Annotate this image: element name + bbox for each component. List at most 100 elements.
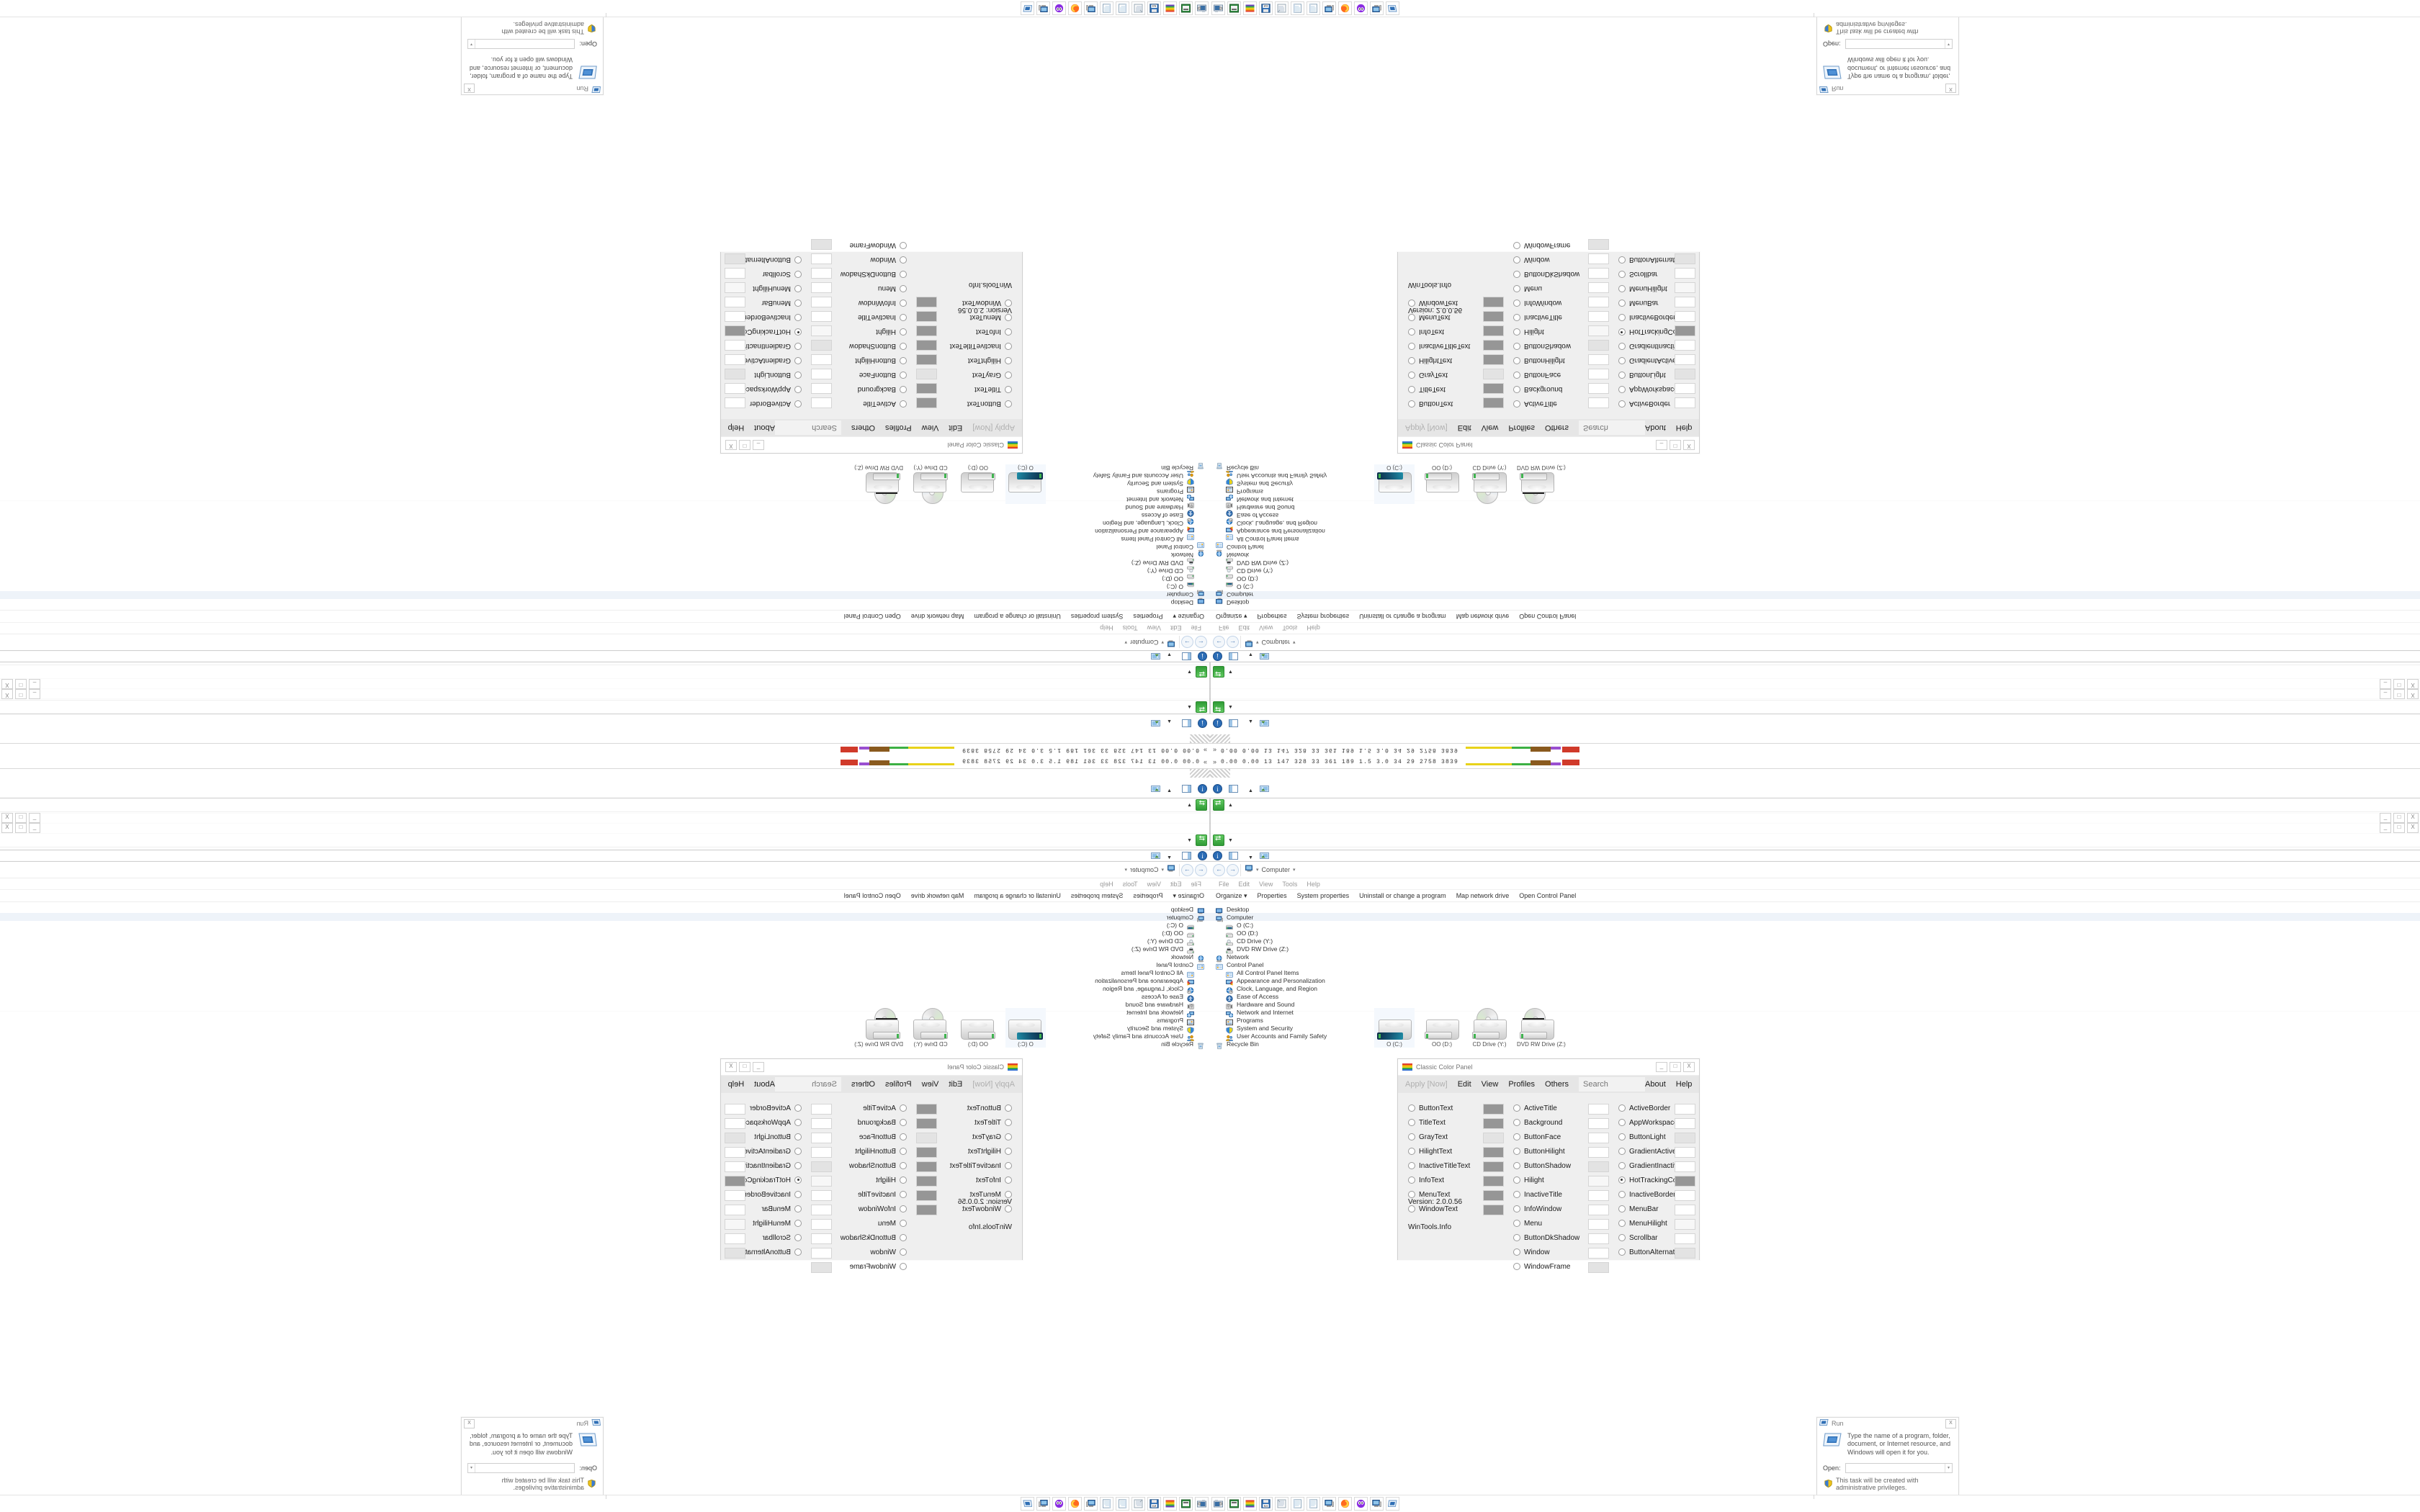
color-option-row[interactable]: ButtonText xyxy=(967,399,1012,409)
color-radio[interactable] xyxy=(1513,1104,1520,1112)
color-swatch[interactable] xyxy=(1675,1189,1695,1201)
desktop-icon[interactable]: OO (D:) xyxy=(958,1008,998,1048)
layout-panel-icon[interactable] xyxy=(1229,851,1238,864)
desktop-icon[interactable]: DVDDVD RW Drive (Z:) xyxy=(854,1008,903,1048)
color-radio[interactable] xyxy=(794,1234,802,1241)
color-radio[interactable] xyxy=(1513,343,1520,350)
image-icon[interactable] xyxy=(1259,851,1269,864)
cmd-open-control-panel[interactable]: Open Control Panel xyxy=(843,613,901,620)
taskbar-monitor2-icon[interactable] xyxy=(1370,1,1384,15)
explorer-menubar[interactable]: File Edit View Tools Help xyxy=(1210,622,2420,634)
apply-now-button[interactable]: Apply [Now] xyxy=(1405,1080,1448,1089)
color-swatch[interactable] xyxy=(1483,297,1504,308)
tree-item[interactable]: DVD RW Drive (Z:) xyxy=(1210,945,2420,953)
mini-window-bottom[interactable]: ▼ xyxy=(1210,662,2420,678)
cmd-system-properties[interactable]: System properties xyxy=(1296,892,1350,899)
tree-item[interactable]: All Control Panel Items xyxy=(1210,968,2420,978)
color-radio[interactable] xyxy=(1408,1176,1415,1184)
cmd-system-properties[interactable]: System properties xyxy=(1070,613,1124,620)
color-radio[interactable] xyxy=(900,400,907,408)
color-radio[interactable] xyxy=(1005,1119,1012,1126)
minimize-button[interactable]: _ xyxy=(29,813,40,823)
back-button[interactable]: ← xyxy=(1213,863,1225,876)
color-radio[interactable] xyxy=(1408,314,1415,321)
classic-color-panel-window[interactable]: Classic Color Panel _ □ X Apply [Now] Ed… xyxy=(720,239,1023,454)
taskbar-firefox-icon[interactable] xyxy=(1338,1497,1352,1511)
close-button[interactable]: X xyxy=(2407,679,2419,689)
run-open-input[interactable]: ▾ xyxy=(1845,39,1953,50)
taskbar-tray[interactable]: 64 xyxy=(1021,1497,1210,1511)
color-swatch[interactable] xyxy=(811,253,832,265)
color-radio[interactable] xyxy=(1005,357,1012,364)
color-option-row[interactable]: ButtonDkShadow xyxy=(841,269,907,279)
mini-window-bottom-titlebar[interactable]: ▼ xyxy=(1211,834,2420,847)
tray-expand-icon[interactable]: » xyxy=(1203,747,1207,754)
color-option-row[interactable]: ButtonFace xyxy=(1513,1132,1561,1142)
color-swatch[interactable] xyxy=(1483,397,1504,409)
taskbar-floppy64-icon[interactable]: 64 xyxy=(1147,1497,1161,1511)
color-option-row[interactable]: ButtonShadow xyxy=(849,341,907,351)
color-option-row[interactable]: InactiveTitleText xyxy=(950,1161,1012,1171)
menu-edit[interactable]: Edit xyxy=(1238,624,1250,632)
explorer-commandbar[interactable]: Organize ▾ Properties System properties … xyxy=(1210,890,2420,902)
color-radio[interactable] xyxy=(794,357,802,364)
color-radio[interactable] xyxy=(1618,343,1626,350)
taskbar-scanner-icon[interactable] xyxy=(1275,1,1289,15)
cmd-properties[interactable]: Properties xyxy=(1257,892,1287,899)
color-option-row[interactable]: InfoWindow xyxy=(859,1204,907,1214)
color-radio[interactable] xyxy=(900,1205,907,1212)
color-radio[interactable] xyxy=(1618,1234,1626,1241)
color-swatch[interactable] xyxy=(1675,383,1695,395)
color-swatch[interactable] xyxy=(1675,1247,1695,1259)
color-radio[interactable] xyxy=(794,1162,802,1169)
tree-item[interactable]: Recycle Bin xyxy=(0,463,1210,472)
tree-item[interactable]: Recycle Bin xyxy=(0,1040,1210,1049)
tree-item[interactable]: User Accounts and Family Safety xyxy=(0,471,1210,480)
color-option-row[interactable]: Background xyxy=(1513,1117,1562,1128)
color-radio[interactable] xyxy=(1513,1162,1520,1169)
minimize-button[interactable]: _ xyxy=(29,679,40,689)
color-option-row[interactable]: InfoWindow xyxy=(1513,1204,1561,1214)
maximize-button[interactable]: □ xyxy=(1670,1062,1681,1072)
tree-item[interactable]: All Control Panel Items xyxy=(0,968,1210,978)
taskbar-monitor-icon[interactable] xyxy=(1084,1497,1098,1511)
caret-small-icon[interactable]: ▲ xyxy=(1167,788,1172,793)
tree-item[interactable]: Clock, Language, and Region xyxy=(1210,518,2420,528)
color-swatch[interactable] xyxy=(1675,369,1695,380)
color-swatch[interactable] xyxy=(811,268,832,279)
desktop-drive-icons[interactable]: O (C:) OO (D:) CD Drive (Y:) DVDDVD RW Driv… xyxy=(1374,1008,1566,1048)
tree-item[interactable]: DVD RW Drive (Z:) xyxy=(0,945,1210,953)
color-swatch[interactable] xyxy=(811,354,832,366)
desktop-icon[interactable]: CD Drive (Y:) xyxy=(910,464,951,504)
run-titlebar[interactable]: Run X xyxy=(462,83,603,94)
layout-panel-icon[interactable] xyxy=(1182,648,1191,661)
tray-expand-icon[interactable]: » xyxy=(1203,758,1207,765)
color-swatch[interactable] xyxy=(916,1189,937,1201)
color-option-row[interactable]: GradientInactiveTitle xyxy=(1618,1161,1695,1171)
maximize-button[interactable]: □ xyxy=(15,823,27,833)
color-radio[interactable] xyxy=(1005,1176,1012,1184)
color-radio[interactable] xyxy=(900,1191,907,1198)
ccp-menubar[interactable]: Apply [Now] Edit View Profiles Others Ab… xyxy=(1398,1076,1699,1093)
color-radio[interactable] xyxy=(1618,357,1626,364)
forward-button[interactable]: → xyxy=(1227,863,1239,876)
cmd-map-drive[interactable]: Map network drive xyxy=(1456,613,1510,620)
color-option-row[interactable]: ButtonShadow xyxy=(849,1161,907,1171)
desktop-icon[interactable]: CD Drive (Y:) xyxy=(1469,1008,1510,1048)
taskbar-firefox-icon[interactable] xyxy=(1338,1,1352,15)
caret-small-icon[interactable]: ▼ xyxy=(1167,652,1172,657)
caret-small-icon[interactable]: ▼ xyxy=(1248,652,1253,657)
color-radio[interactable] xyxy=(1408,400,1415,408)
color-radio[interactable] xyxy=(1618,1176,1626,1184)
color-radio[interactable] xyxy=(1513,314,1520,321)
caret-down-icon[interactable]: ▼ xyxy=(1228,837,1233,843)
color-option-row[interactable]: ActiveTitle xyxy=(863,1103,907,1113)
sync-green-icon[interactable] xyxy=(1213,701,1224,713)
color-radio[interactable] xyxy=(794,1191,802,1198)
minimize-button[interactable]: _ xyxy=(2380,679,2391,689)
color-option-row[interactable]: ButtonDkShadow xyxy=(1513,269,1579,279)
color-option-row[interactable]: ButtonDkShadow xyxy=(1513,1233,1579,1243)
tree-item[interactable]: User Accounts and Family Safety xyxy=(1210,471,2420,480)
tree-item[interactable]: Recycle Bin xyxy=(1210,463,2420,472)
color-swatch[interactable] xyxy=(1675,1175,1695,1187)
